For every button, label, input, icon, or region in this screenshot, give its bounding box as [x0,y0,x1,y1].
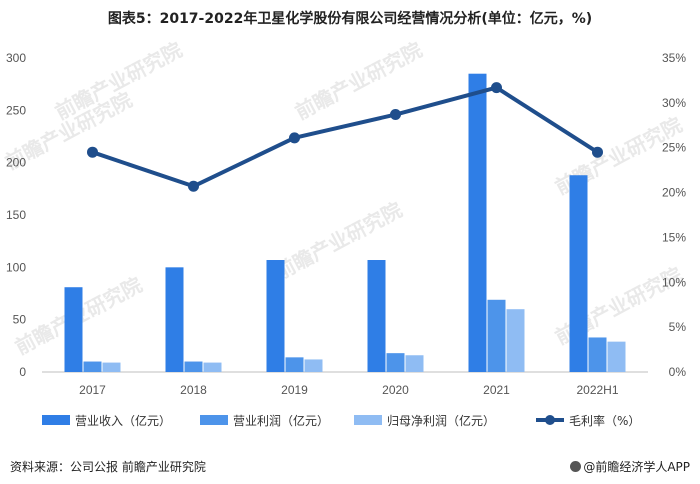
x-tick-label: 2018 [180,383,207,397]
bar [102,362,121,372]
y-left-tick-label: 100 [6,260,26,274]
y-left-tick-label: 0 [19,365,26,379]
legend-label: 营业收入（亿元） [75,413,171,428]
bar [203,362,222,372]
legend: 营业收入（亿元） 营业利润（亿元） 归母净利润（亿元） 毛利率（%） [42,413,640,428]
y-left-tick-label: 50 [13,313,27,327]
bars [64,73,626,372]
y-left-tick-label: 300 [6,51,26,65]
x-tick-label: 2020 [382,383,409,397]
legend-swatch [200,415,228,425]
line-point [289,132,300,144]
brand-logo-icon [570,461,582,472]
chart-title: 图表5：2017-2022年卫星化学股份有限公司经营情况分析(单位：亿元，%) [107,11,593,27]
brand-text: @前瞻经济学人APP [583,460,690,474]
bar [83,361,102,372]
bar [304,359,323,372]
x-tick-label: 2019 [281,383,308,397]
y-left-tick-label: 200 [6,156,26,170]
line-point [87,146,98,158]
bar [588,337,607,372]
bar [607,341,626,372]
bar [184,361,203,372]
legend-swatch [42,415,70,425]
watermark-text: 前瞻产业研究院 [271,197,406,284]
bar [386,353,405,372]
y-right-tick-label: 35% [662,51,686,65]
line-point [188,180,199,192]
bar [367,260,386,372]
legend-label: 毛利率（%） [569,413,640,428]
source-note: 资料来源：公司公报 前瞻产业研究院 [10,460,206,474]
legend-label: 营业利润（亿元） [233,413,329,428]
line-point [491,82,502,94]
x-tick-label: 2022H1 [576,383,618,397]
axes: 0 50 100 150 200 250 300 0% 5% 10% 15% 20% 25% 30% 35%… [6,51,686,397]
legend-swatch [354,415,382,425]
y-right-tick-label: 30% [662,96,686,110]
y-right-tick-label: 0% [669,365,687,379]
line-point [390,109,401,121]
bar [285,357,304,372]
margin-line [87,82,603,192]
bar [487,299,506,372]
bar [468,73,487,372]
bar [266,260,285,372]
y-left-tick-label: 250 [6,103,26,117]
y-right-tick-label: 20% [662,186,686,200]
y-right-tick-label: 25% [662,141,686,155]
legend-marker [545,415,555,425]
bar [405,355,424,372]
x-tick-label: 2021 [483,383,510,397]
y-right-tick-label: 5% [669,320,687,334]
brand-label: @前瞻经济学人APP [570,458,690,475]
line-series [91,85,599,189]
y-right-tick-label: 10% [662,275,686,289]
bar [64,287,83,372]
bar [506,309,525,372]
legend-label: 归母净利润（亿元） [387,413,495,428]
x-tick-label: 2017 [79,383,106,397]
bar [569,175,588,372]
y-left-tick-label: 150 [6,208,26,222]
line-point [592,146,603,158]
y-right-tick-label: 15% [662,230,686,244]
bar [165,267,184,372]
